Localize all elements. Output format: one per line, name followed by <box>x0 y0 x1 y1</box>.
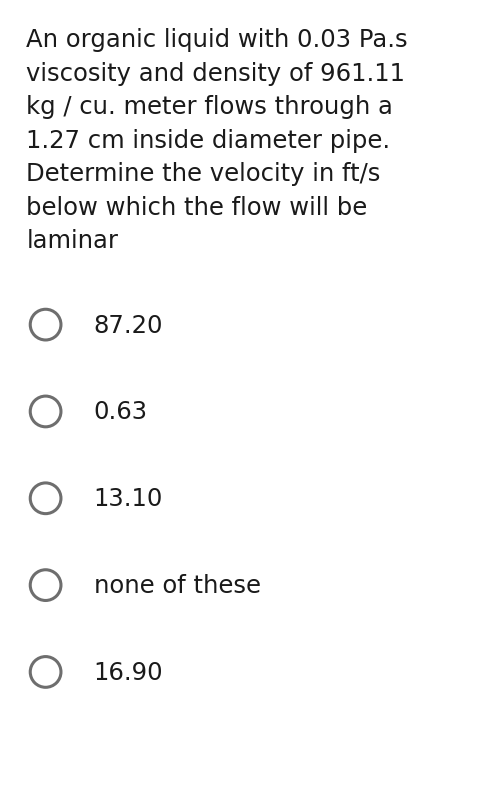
Text: none of these: none of these <box>94 573 261 597</box>
Ellipse shape <box>30 397 61 427</box>
Text: 16.90: 16.90 <box>94 660 163 684</box>
Ellipse shape <box>30 310 61 340</box>
Text: An organic liquid with 0.03 Pa.s
viscosity and density of 961.11
kg / cu. meter : An organic liquid with 0.03 Pa.s viscosi… <box>26 28 408 253</box>
Text: 13.10: 13.10 <box>94 487 163 511</box>
Text: 87.20: 87.20 <box>94 313 163 337</box>
Ellipse shape <box>30 657 61 687</box>
Ellipse shape <box>30 570 61 601</box>
Text: 0.63: 0.63 <box>94 400 148 424</box>
Ellipse shape <box>30 483 61 514</box>
